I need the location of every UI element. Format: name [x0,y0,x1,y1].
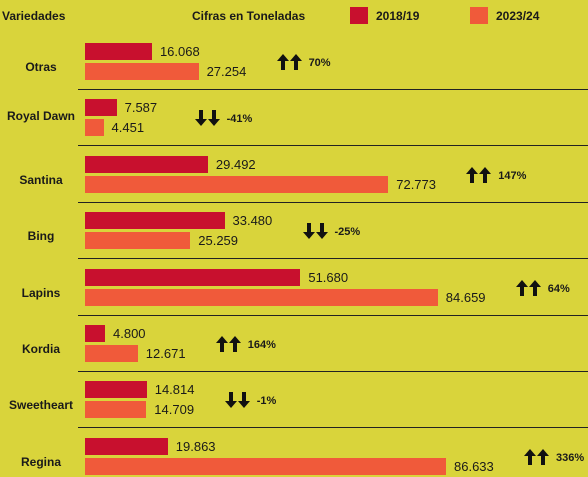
row-separator [78,427,588,429]
change-label: 336% [556,451,585,464]
change-label: -1% [256,395,277,408]
bar [85,325,105,342]
category-label: Otras [25,60,57,74]
change-arrows [515,279,541,296]
value-label: 33.480 [232,213,273,229]
row-separator [78,201,588,203]
bar [85,155,208,173]
category-label: Royal Dawn [6,109,75,124]
arrow [237,392,250,409]
bar [85,268,301,286]
bar [85,63,199,80]
value-label: 29.492 [215,156,256,172]
change-arrows [302,223,328,240]
change-label: -41% [226,113,253,126]
value-label: 84.659 [445,289,486,305]
arrow [215,336,228,352]
value-label: 14.814 [154,382,195,398]
change-arrows [215,336,241,352]
change-label: -25% [334,226,361,239]
bar [85,288,438,306]
value-label: 14.709 [154,402,195,418]
row-separator [78,258,588,260]
arrow [515,279,528,296]
value-label: 4.451 [111,120,145,136]
category-label: Sweetheart [8,398,74,413]
change-arrows [194,110,220,127]
value-label: 12.671 [145,346,186,361]
arrow [537,448,549,465]
arrow [302,223,315,240]
bar [85,437,168,455]
arrow [207,110,220,127]
change-label: 164% [247,339,276,351]
category-label: Bing [27,229,55,244]
bar [85,119,104,137]
change-arrows [466,166,492,183]
value-label: 16.068 [159,44,200,59]
category-label: Kordia [21,342,60,356]
value-label: 7.587 [124,100,158,116]
value-label: 27.254 [206,64,247,79]
value-label: 86.633 [454,458,494,474]
arrow [224,392,237,409]
change-label: 70% [308,57,331,69]
row-separator [78,145,588,147]
arrow [524,448,536,465]
category-label: Santina [19,172,63,187]
arrow [289,54,302,70]
bar [85,381,147,399]
bar [85,401,147,419]
legend-swatch [470,7,488,24]
change-label: 147% [498,169,527,182]
change-arrows [276,54,302,70]
bar [85,345,138,362]
arrow [194,110,207,127]
legend-label: 2023/24 [496,9,540,23]
value-label: 51.680 [308,269,349,285]
change-arrows [524,448,549,465]
change-label: 64% [547,282,570,295]
change-arrows [224,392,250,409]
value-label: 72.773 [396,176,436,192]
row-separator [78,89,588,90]
legend-swatch [350,7,368,24]
bar [85,457,446,475]
bar [85,43,152,60]
bar [85,212,225,230]
arrow [466,166,479,183]
value-label: 25.259 [198,233,239,249]
arrow [528,279,541,296]
subtitle: Cifras en Toneladas [192,9,306,23]
bar [85,175,389,193]
arrow [315,223,328,240]
category-header: Variedades [2,9,66,23]
row-separator [78,371,588,372]
row-separator [78,314,588,316]
value-label: 4.800 [113,326,146,341]
arrow [276,54,289,70]
bar [85,232,191,250]
category-label: Lapins [21,285,61,300]
arrow [228,336,241,352]
bar [85,99,117,117]
legend-label: 2018/19 [376,9,420,23]
category-label: Regina [20,454,61,469]
arrow [479,166,492,183]
value-label: 19.863 [175,438,216,454]
